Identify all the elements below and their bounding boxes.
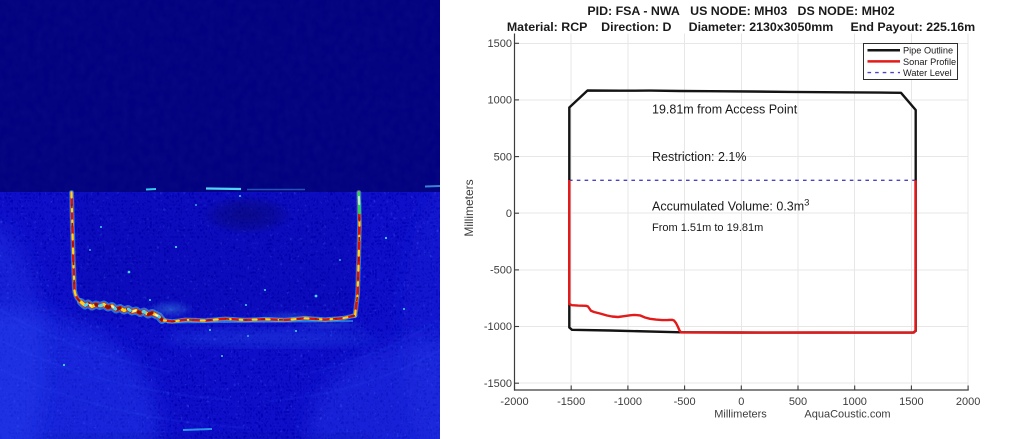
svg-text:-500: -500	[674, 396, 696, 408]
svg-text:-1000: -1000	[614, 396, 642, 408]
svg-text:19.81m from Access Point: 19.81m from Access Point	[652, 103, 798, 117]
svg-text:Pipe Outline: Pipe Outline	[903, 46, 953, 56]
svg-text:2000: 2000	[956, 396, 980, 408]
svg-text:500: 500	[789, 396, 807, 408]
svg-text:AquaCoustic.com: AquaCoustic.com	[804, 409, 890, 421]
svg-text:1000: 1000	[842, 396, 866, 408]
svg-text:500: 500	[494, 151, 512, 163]
svg-text:-2000: -2000	[500, 396, 528, 408]
svg-text:Sonar Profile: Sonar Profile	[903, 57, 956, 67]
svg-text:Restriction: 2.1%: Restriction: 2.1%	[652, 150, 746, 164]
svg-text:Millimeters: Millimeters	[462, 179, 476, 236]
svg-text:-1500: -1500	[557, 396, 585, 408]
svg-text:-500: -500	[490, 265, 512, 277]
svg-text:0: 0	[506, 208, 512, 220]
svg-text:From 1.51m to 19.81m: From 1.51m to 19.81m	[652, 222, 763, 234]
svg-text:1500: 1500	[488, 38, 512, 50]
svg-text:Accumulated Volume: 0.3m3: Accumulated Volume: 0.3m3	[652, 198, 809, 214]
svg-text:1000: 1000	[488, 95, 512, 107]
svg-text:0: 0	[738, 396, 744, 408]
svg-text:Millimeters: Millimeters	[714, 409, 767, 421]
svg-text:-1500: -1500	[484, 378, 512, 390]
svg-text:-1000: -1000	[484, 321, 512, 333]
svg-text:Water Level: Water Level	[903, 68, 952, 78]
svg-text:PID: FSA - NWA US NODE: MH03: PID: FSA - NWA US NODE: MH03 DS NODE: MH…	[587, 4, 894, 18]
svg-text:Material: RCP Direction: D: Material: RCP Direction: D Diameter: 213…	[507, 20, 975, 34]
svg-text:1500: 1500	[899, 396, 923, 408]
